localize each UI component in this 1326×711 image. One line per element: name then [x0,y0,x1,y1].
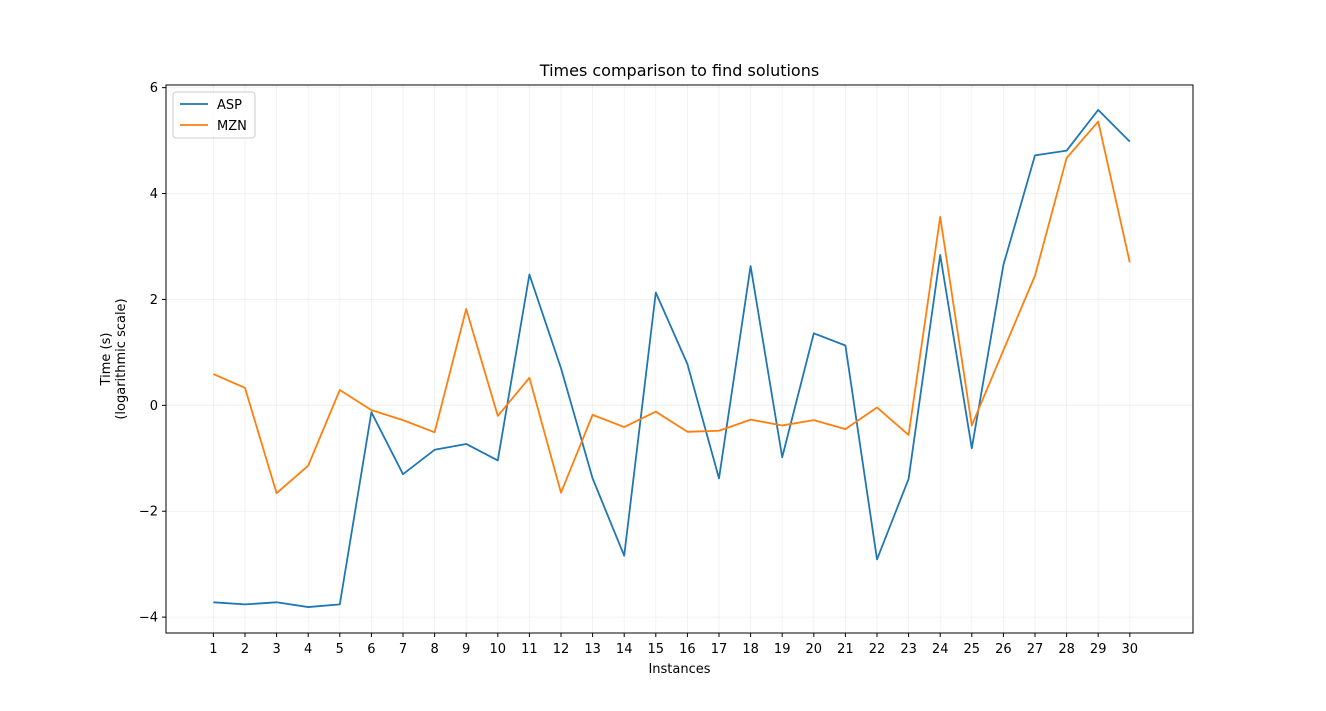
x-tick-label: 5 [336,642,344,657]
grid-lines [166,85,1193,633]
x-tick-label: 21 [837,642,854,657]
x-axis-label: Instances [648,662,710,677]
chart-title: Times comparison to find solutions [539,61,819,80]
x-tick-label: 15 [648,642,665,657]
x-tick-label: 27 [1027,642,1044,657]
x-tick-label: 7 [399,642,407,657]
x-tick-label: 14 [616,642,633,657]
x-tick-label: 17 [711,642,728,657]
x-tick-label: 12 [553,642,570,657]
series-lines [213,108,1131,608]
x-tick-label: 11 [521,642,538,657]
y-tick-label: 0 [150,399,158,414]
x-tick-label: 24 [932,642,949,657]
y-tick-label: 2 [150,293,158,308]
x-tick-label: 29 [1090,642,1107,657]
y-axis-label: Time (s) (logarithmic scale) [99,298,129,419]
x-tick-label: 3 [272,642,280,657]
y-tick-label: −2 [139,505,158,520]
x-tick-label: 16 [679,642,696,657]
legend: ASP MZN [172,91,256,139]
legend-label-asp: ASP [217,98,242,113]
axis-ticks: 1 2 3 4 5 6 7 8 9 10 11 12 13 14 15 16 17 18 19 20 21 22 23 24 2… [139,81,1138,657]
series-line-asp [213,108,1131,608]
y-tick-label: 6 [150,81,158,96]
y-axis-label-line-1: Time (s) [99,333,114,387]
x-tick-label: 26 [995,642,1012,657]
x-tick-label: 22 [869,642,886,657]
x-tick-label: 2 [241,642,249,657]
x-tick-label: 8 [430,642,438,657]
x-tick-label: 28 [1058,642,1075,657]
x-tick-label: 18 [742,642,759,657]
series-line-mzn [213,120,1131,495]
x-tick-label: 20 [806,642,823,657]
x-tick-label: 23 [900,642,917,657]
plot-frame [165,84,1194,634]
x-tick-label: 10 [490,642,507,657]
x-tick-label: 25 [964,642,981,657]
x-tick-label: 6 [367,642,375,657]
x-tick-label: 4 [304,642,312,657]
y-tick-label: −4 [139,611,158,626]
x-tick-label: 1 [209,642,217,657]
y-tick-label: 4 [150,187,158,202]
y-axis-label-line-2: (logarithmic scale) [114,298,129,419]
x-tick-label: 9 [462,642,470,657]
x-tick-label: 19 [774,642,791,657]
x-tick-label: 30 [1122,642,1139,657]
x-tick-label: 13 [584,642,601,657]
legend-label-mzn: MZN [217,119,247,134]
